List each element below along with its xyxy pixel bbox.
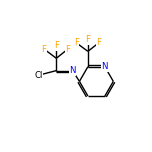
Text: N: N — [69, 66, 76, 75]
Text: F: F — [65, 45, 70, 54]
Text: F: F — [41, 45, 47, 54]
Text: N: N — [102, 62, 108, 71]
Text: F: F — [54, 41, 59, 50]
Text: F: F — [74, 38, 79, 47]
Text: F: F — [96, 38, 101, 47]
Text: Cl: Cl — [35, 71, 43, 80]
Text: F: F — [85, 35, 90, 44]
